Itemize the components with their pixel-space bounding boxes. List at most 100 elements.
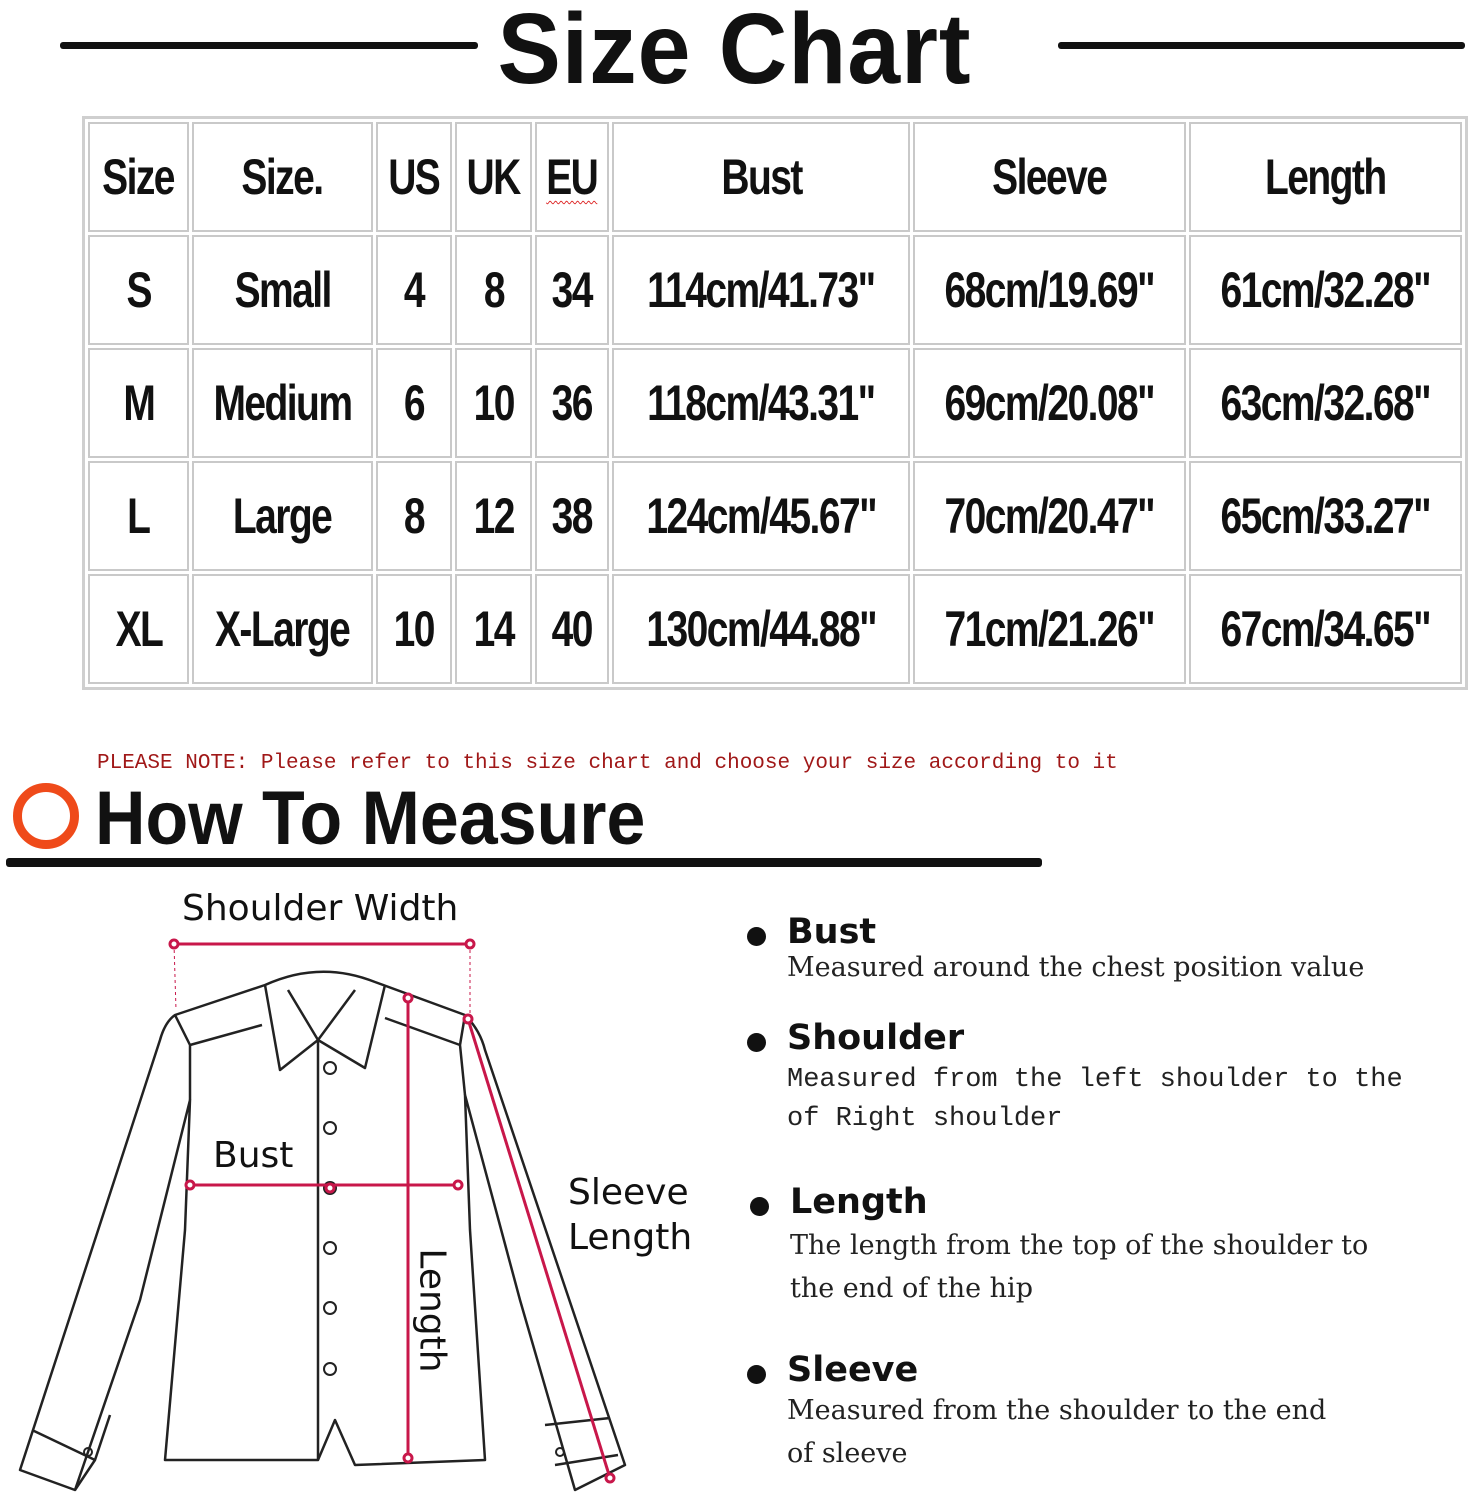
- table-cell: 4: [375, 235, 452, 345]
- measure-description: of Right shoulder: [787, 1104, 1063, 1134]
- cell-text: Size: [102, 149, 176, 205]
- cell-text: X-Large: [215, 601, 351, 657]
- cell-text: 10: [393, 601, 436, 657]
- label-sleeve-length: Length: [568, 1217, 693, 1258]
- cell-text: 12: [473, 488, 515, 544]
- ring-icon: [13, 783, 79, 849]
- header-cell: Bust: [611, 122, 911, 232]
- measure-length-title: Length: [790, 1182, 928, 1222]
- table-cell: XL: [88, 574, 189, 684]
- shirt-diagram: [18, 938, 627, 1492]
- cell-text: 71cm/21.26": [944, 601, 1156, 657]
- cell-text: 68cm/19.69": [944, 262, 1156, 318]
- cell-text: 34: [551, 262, 594, 318]
- cell-text: EU: [546, 149, 599, 205]
- bullet-icon: [747, 927, 766, 946]
- table-cell: 36: [534, 348, 609, 458]
- table-cell: 124cm/45.67": [611, 461, 911, 571]
- cell-text: 8: [403, 488, 426, 544]
- table-cell: 8: [375, 461, 452, 571]
- table-cell: 65cm/33.27": [1188, 461, 1462, 571]
- cell-text: 114cm/41.73": [647, 262, 876, 318]
- cell-text: 65cm/33.27": [1220, 488, 1431, 544]
- cell-text: 4: [403, 262, 426, 318]
- table-cell: 67cm/34.65": [1188, 574, 1462, 684]
- header-cell: US: [375, 122, 452, 232]
- header-cell: UK: [454, 122, 532, 232]
- cell-text: 40: [551, 601, 594, 657]
- please-note: PLEASE NOTE: Please refer to this size c…: [97, 752, 1118, 775]
- cell-text: XL: [115, 601, 163, 657]
- table-cell: 63cm/32.68": [1188, 348, 1462, 458]
- table-cell: 38: [534, 461, 609, 571]
- cell-text: Size.: [241, 149, 325, 205]
- label-sleeve: Sleeve: [568, 1172, 689, 1213]
- table-cell: X-Large: [192, 574, 373, 684]
- header-row: Size Size. US UK EU Bust Sleeve Length: [88, 122, 1462, 232]
- left-cuff: [31, 1414, 112, 1491]
- header-cell: Size: [88, 122, 189, 232]
- table-cell: 8: [454, 235, 532, 345]
- header-cell: Length: [1188, 122, 1462, 232]
- cell-text: 61cm/32.28": [1220, 262, 1431, 318]
- cell-text: 63cm/32.68": [1220, 375, 1431, 431]
- cell-text: 124cm/45.67": [646, 488, 877, 544]
- table-cell: 10: [375, 574, 452, 684]
- table-cell: Small: [192, 235, 373, 345]
- cell-text: 67cm/34.65": [1220, 601, 1431, 657]
- table-cell: 34: [534, 235, 609, 345]
- table-cell: 114cm/41.73": [611, 235, 911, 345]
- table-cell: Medium: [192, 348, 373, 458]
- label-bust: Bust: [213, 1135, 294, 1176]
- cell-text: 14: [473, 601, 515, 657]
- cell-text: Small: [234, 262, 332, 318]
- measure-description: the end of the hip: [790, 1273, 1033, 1304]
- table-cell: 6: [375, 348, 452, 458]
- table-cell: M: [88, 348, 189, 458]
- label-shoulder-width: Shoulder Width: [182, 888, 459, 929]
- cell-text: Medium: [213, 375, 353, 431]
- table-cell: 12: [454, 461, 532, 571]
- bullet-icon: [747, 1033, 766, 1052]
- bullet-icon: [750, 1197, 769, 1216]
- measure-description: of sleeve: [787, 1438, 908, 1469]
- measure-bust-title: Bust: [787, 912, 877, 952]
- table-row: S Small 4 8 34 114cm/41.73" 68cm/19.69" 61cm/32…: [88, 235, 1462, 345]
- title-rule-left: [60, 42, 478, 49]
- table-cell: 10: [454, 348, 532, 458]
- measure-sleeve-title: Sleeve: [787, 1350, 919, 1390]
- cell-text: 130cm/44.88": [646, 601, 877, 657]
- collar: [263, 984, 387, 1072]
- cell-text: L: [127, 488, 151, 544]
- cell-text: 8: [483, 262, 505, 318]
- measure-description: Measured from the left shoulder to the: [787, 1065, 1403, 1095]
- cell-text: Length: [1264, 149, 1387, 205]
- cell-text: 36: [551, 375, 594, 431]
- size-table: Size Size. US UK EU Bust Sleeve Length S Small 4 8 3…: [82, 116, 1468, 690]
- table-cell: 61cm/32.28": [1188, 235, 1462, 345]
- cell-text: Bust: [720, 149, 803, 205]
- measure-description: Measured from the shoulder to the end: [787, 1395, 1327, 1426]
- page-title: Size Chart: [497, 0, 972, 105]
- table-row: L Large 8 12 38 124cm/45.67" 70cm/20.47" 65cm/3…: [88, 461, 1462, 571]
- cell-text: 70cm/20.47": [944, 488, 1156, 544]
- cell-text: S: [126, 262, 152, 318]
- cell-text: Large: [233, 488, 333, 544]
- cell-text: UK: [466, 149, 522, 205]
- table-cell: 70cm/20.47": [913, 461, 1186, 571]
- cell-text: 69cm/20.08": [944, 375, 1156, 431]
- table-cell: 40: [534, 574, 609, 684]
- right-cuff: [544, 1416, 619, 1467]
- table-cell: 68cm/19.69": [913, 235, 1186, 345]
- table-cell: 118cm/43.31": [611, 348, 911, 458]
- header-cell: Sleeve: [913, 122, 1186, 232]
- table-row: XL X-Large 10 14 40 130cm/44.88" 71cm/21.26" 67…: [88, 574, 1462, 684]
- measure-description: Measured around the chest position value: [787, 952, 1365, 983]
- table-cell: 130cm/44.88": [611, 574, 911, 684]
- cell-text: 10: [473, 375, 515, 431]
- table-cell: 14: [454, 574, 532, 684]
- how-to-measure-title: How To Measure: [95, 776, 646, 861]
- measure-shoulder-title: Shoulder: [787, 1018, 965, 1058]
- shirt-outline: [18, 970, 627, 1492]
